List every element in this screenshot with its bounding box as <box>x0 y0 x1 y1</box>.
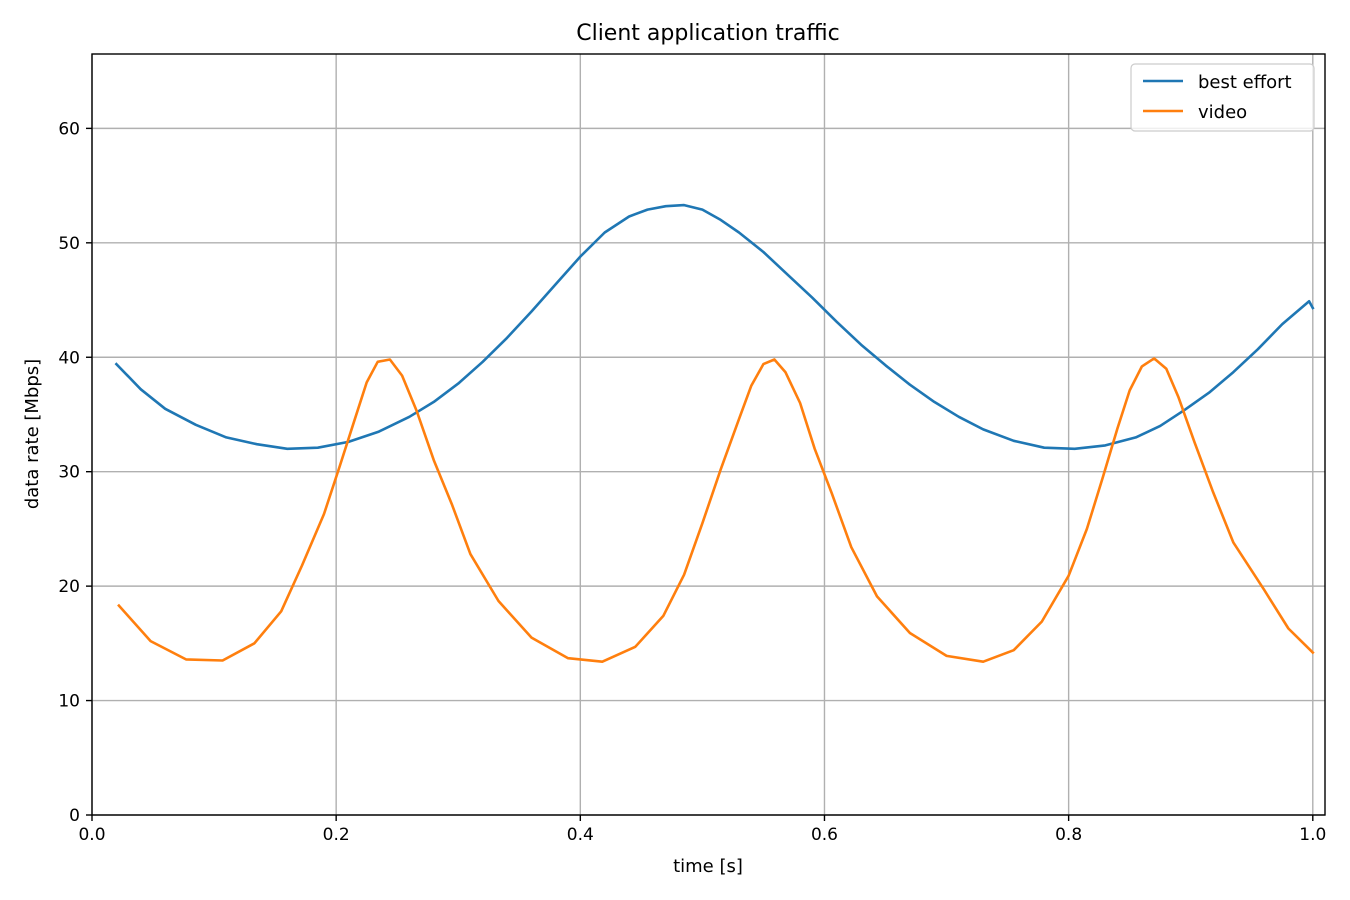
y-tick-label: 20 <box>58 577 80 597</box>
x-tick-label: 0.8 <box>1055 825 1082 845</box>
series-line-best-effort <box>114 203 1315 451</box>
chart-title: Client application traffic <box>576 21 840 46</box>
legend: best effort video <box>1130 63 1315 132</box>
plot-frame <box>91 53 1326 816</box>
x-tick-label: 0.6 <box>811 825 838 845</box>
y-tick-label: 50 <box>58 234 80 254</box>
x-tick-label: 0.0 <box>78 825 105 845</box>
series-layer <box>114 203 1315 664</box>
y-tick-label: 30 <box>58 463 80 483</box>
y-axis-label: data rate [Mbps] <box>22 359 43 509</box>
x-tick-label: 0.4 <box>567 825 594 845</box>
grid-layer <box>91 54 1325 816</box>
x-tick-label: 1.0 <box>1299 825 1326 845</box>
x-tick-label: 0.2 <box>323 825 350 845</box>
y-tick-label: 10 <box>58 692 80 712</box>
tick-layer: 0.0 0.2 0.4 0.6 0.8 1.0 0 10 20 30 40 50 60 <box>58 119 1326 845</box>
y-tick-label: 40 <box>58 348 80 368</box>
series-line-video <box>117 357 1315 664</box>
legend-label-video: video <box>1198 102 1247 123</box>
y-tick-label: 60 <box>58 119 80 139</box>
legend-label-best-effort: best effort <box>1198 72 1292 93</box>
x-axis-label: time [s] <box>673 856 743 877</box>
y-tick-label: 0 <box>69 806 80 826</box>
